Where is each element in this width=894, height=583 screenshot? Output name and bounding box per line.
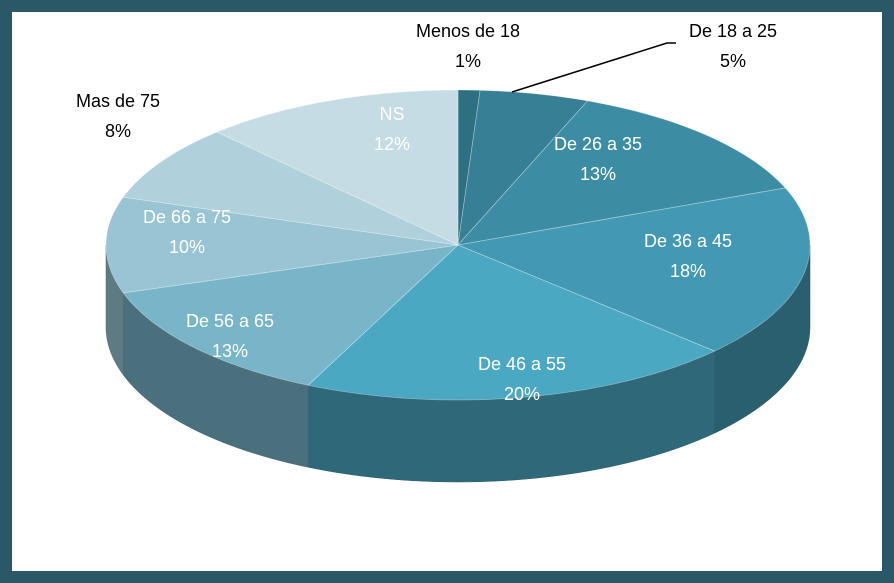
slice [457, 89, 481, 246]
slice [457, 89, 589, 247]
pie-sides [105, 244, 811, 483]
slice [122, 244, 460, 386]
slice-value-label: 1% [455, 51, 481, 71]
slice [122, 131, 459, 246]
slice-value-label: 12% [374, 134, 410, 154]
slice-label: Mas de 75 [76, 91, 160, 111]
slice [456, 187, 811, 352]
slice-value-label: 20% [504, 384, 540, 404]
slice-label: NS [379, 104, 404, 124]
slice-side [105, 244, 124, 376]
slice-label: De 66 a 75 [143, 207, 231, 227]
slice-value-label: 13% [212, 341, 248, 361]
slice-value-label: 8% [105, 121, 131, 141]
slice [216, 89, 459, 246]
pie-tops [105, 89, 811, 401]
slice-value-label: 5% [720, 51, 746, 71]
slice-label: De 18 a 25 [689, 21, 777, 41]
leader-line [511, 42, 668, 93]
slice [456, 100, 787, 246]
data-labels: Menos de 18 1% De 18 a 25 5% De 26 a 35 13% De… [76, 21, 777, 404]
slice-value-label: 18% [670, 261, 706, 281]
slice-value-label: 10% [169, 237, 205, 257]
slice-value-label: 13% [580, 164, 616, 184]
slice-label: De 36 a 45 [644, 231, 732, 251]
slice-label: Menos de 18 [416, 21, 520, 41]
slice-label: De 56 a 65 [186, 311, 274, 331]
slice-label: De 46 a 55 [478, 354, 566, 374]
slice-label: De 26 a 35 [554, 134, 642, 154]
slice [105, 196, 459, 294]
slice [307, 244, 716, 401]
